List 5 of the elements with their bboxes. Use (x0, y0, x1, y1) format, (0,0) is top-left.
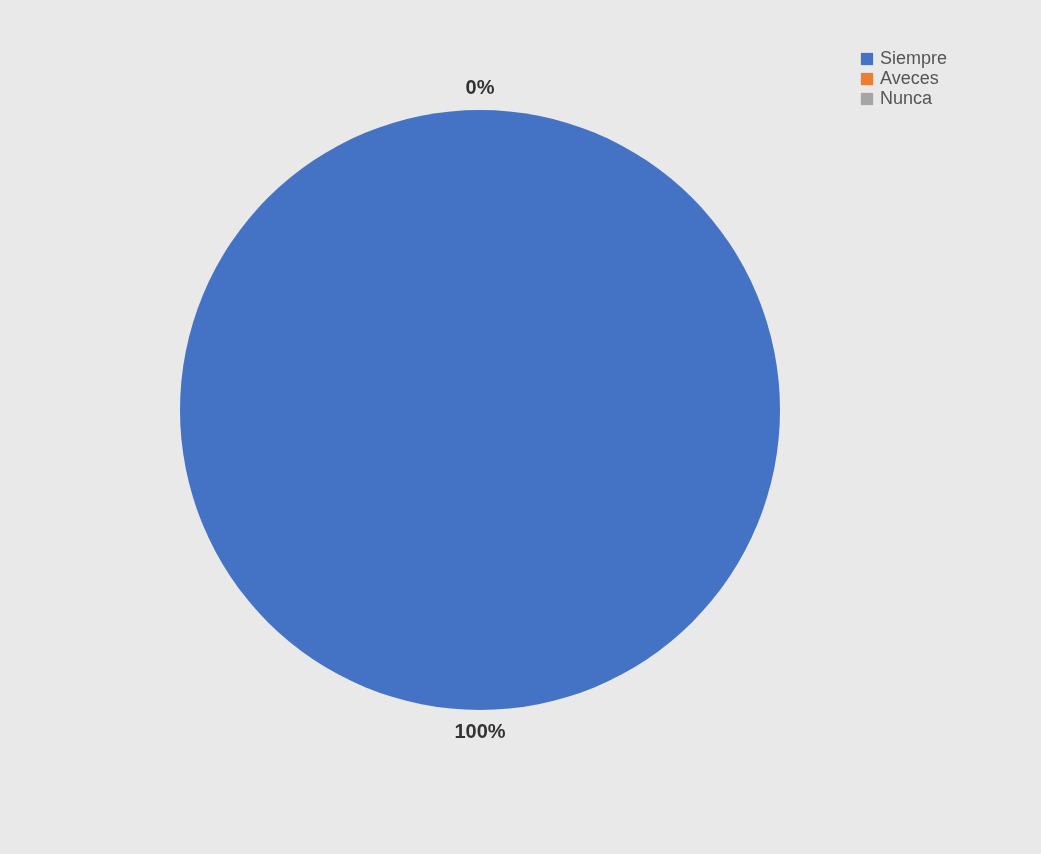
legend-label: Aveces (880, 68, 939, 88)
legend-label: Nunca (880, 88, 934, 108)
data-label: 100% (454, 720, 506, 742)
legend-label: Siempre (880, 48, 948, 68)
text: 0% (465, 76, 495, 98)
